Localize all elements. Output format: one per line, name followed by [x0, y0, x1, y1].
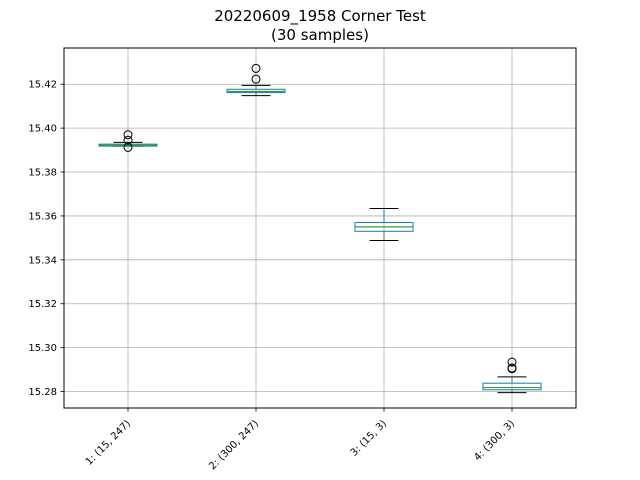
y-tick-label: 15.42 [28, 80, 57, 91]
box-plot-marks [98, 63, 542, 394]
y-tick-label: 15.40 [28, 124, 57, 135]
box-iqr [482, 382, 542, 391]
outlier-point [123, 135, 133, 145]
chart-subtitle: (30 samples) [271, 26, 369, 44]
outlier-point [251, 74, 261, 84]
y-tick-label: 15.38 [28, 168, 57, 179]
y-tick-label: 15.32 [28, 299, 57, 310]
outlier-point [507, 363, 517, 373]
outlier-point [123, 130, 133, 140]
outlier-point [123, 142, 133, 152]
outlier-point [507, 357, 517, 367]
y-tick-label: 15.30 [28, 343, 57, 354]
outlier-point [251, 63, 261, 73]
grid-lines [64, 48, 576, 408]
y-tick-label: 15.28 [28, 387, 57, 398]
plot-area-frame [63, 47, 577, 409]
y-tick-label: 15.36 [28, 211, 57, 222]
chart-title: 20220609_1958 Corner Test [214, 7, 426, 26]
y-tick-label: 15.34 [28, 255, 57, 266]
